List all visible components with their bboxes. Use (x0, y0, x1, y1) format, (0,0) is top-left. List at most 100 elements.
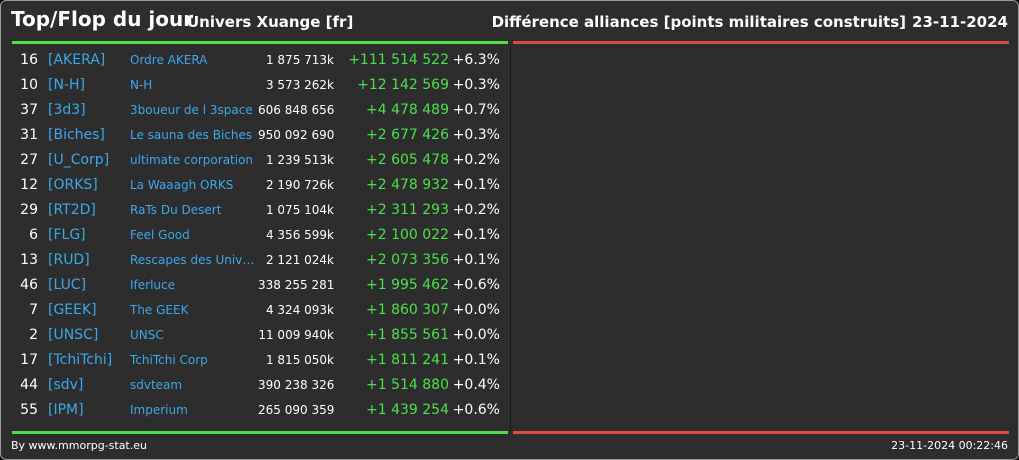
alliance-rank: 6 (29, 227, 38, 243)
table-row: 17 [TchiTchi] TchiTchi Corp 1 815 050k +1 81… (12, 348, 508, 373)
top-gainers-table: 16 [AKERA] Ordre AKERA 1 875 713k +111 514 5… (12, 48, 508, 423)
alliance-rank: 29 (20, 202, 38, 218)
page-title: Top/Flop du jour (11, 7, 194, 31)
points-difference: +1 995 462 (366, 277, 449, 293)
percent-change: +0.1% (452, 227, 500, 243)
alliance-points: 265 090 359 (258, 403, 334, 417)
alliance-tag[interactable]: [U_Corp] (48, 152, 110, 168)
table-row: 37 [3d3] 3boueur de l 3space 606 848 656 +4 … (12, 98, 508, 123)
top-gainers-divider-top (12, 41, 508, 44)
alliance-name[interactable]: Feel Good (130, 228, 190, 242)
points-difference: +1 439 254 (366, 402, 449, 418)
table-row: 6 [FLG] Feel Good 4 356 599k +2 100 022 +0.1% (12, 223, 508, 248)
table-row: 55 [IPM] Imperium 265 090 359 +1 439 254 +0.6… (12, 398, 508, 423)
alliance-points: 4 356 599k (265, 228, 334, 242)
alliance-name[interactable]: UNSC (130, 328, 164, 342)
alliance-points: 1 875 713k (265, 53, 334, 67)
table-row: 27 [U_Corp] ultimate corporation 1 239 513k… (12, 148, 508, 173)
universe-label: Univers Xuange [fr] (187, 13, 354, 31)
table-row: 13 [RUD] Rescapes des Univers 2 121 024k +2 … (12, 248, 508, 273)
points-difference: +2 311 293 (366, 202, 449, 218)
column-separator (510, 44, 511, 431)
alliance-points: 2 121 024k (265, 253, 334, 267)
alliance-name[interactable]: Imperium (130, 403, 188, 417)
alliance-points: 2 190 726k (265, 178, 334, 192)
percent-change: +0.4% (452, 377, 500, 393)
percent-change: +6.3% (452, 52, 500, 68)
points-difference: +4 478 489 (366, 102, 449, 118)
alliance-name[interactable]: La Waaagh ORKS (130, 178, 234, 192)
percent-change: +0.1% (452, 177, 500, 193)
alliance-rank: 2 (29, 327, 38, 343)
alliance-tag[interactable]: [TchiTchi] (48, 352, 113, 368)
table-row: 2 [UNSC] UNSC 11 009 940k +1 855 561 +0.0% (12, 323, 508, 348)
alliance-name[interactable]: RaTs Du Desert (130, 203, 222, 217)
credit-link[interactable]: By www.mmorpg-stat.eu (11, 439, 147, 452)
alliance-points: 1 075 104k (265, 203, 334, 217)
percent-change: +0.2% (452, 202, 500, 218)
table-row: 16 [AKERA] Ordre AKERA 1 875 713k +111 514 5… (12, 48, 508, 73)
top-losers-divider-top (513, 41, 1009, 44)
percent-change: +0.7% (452, 102, 500, 118)
table-row: 10 [N-H] N-H 3 573 262k +12 142 569 +0.3% (12, 73, 508, 98)
alliance-points: 11 009 940k (258, 328, 334, 342)
alliance-tag[interactable]: [AKERA] (48, 52, 106, 68)
alliance-tag[interactable]: [UNSC] (48, 327, 99, 343)
table-row: 31 [Biches] Le sauna des Biches 950 092 690… (12, 123, 508, 148)
alliance-name[interactable]: The GEEK (130, 303, 189, 317)
alliance-rank: 17 (20, 352, 38, 368)
percent-change: +0.3% (452, 127, 500, 143)
table-row: 44 [sdv] sdvteam 390 238 326 +1 514 880 +0.4% (12, 373, 508, 398)
alliance-points: 390 238 326 (258, 378, 334, 392)
alliance-name[interactable]: Rescapes des Univers (130, 253, 256, 267)
alliance-tag[interactable]: [3d3] (48, 102, 86, 118)
alliance-name[interactable]: Iferluce (130, 278, 175, 292)
alliance-name[interactable]: 3boueur de l 3space (130, 103, 253, 117)
points-difference: +2 100 022 (366, 227, 449, 243)
alliance-rank: 7 (29, 302, 38, 318)
table-row: 46 [LUC] Iferluce 338 255 281 +1 995 462 +0.6… (12, 273, 508, 298)
alliance-tag[interactable]: [GEEK] (48, 302, 97, 318)
alliance-name[interactable]: sdvteam (130, 378, 183, 392)
alliance-tag[interactable]: [LUC] (48, 277, 87, 293)
alliance-points: 338 255 281 (258, 278, 334, 292)
alliance-rank: 46 (20, 277, 38, 293)
alliance-rank: 16 (20, 52, 38, 68)
alliance-tag[interactable]: [sdv] (48, 377, 84, 393)
percent-change: +0.0% (452, 302, 500, 318)
alliance-rank: 55 (20, 402, 38, 418)
alliance-name[interactable]: N-H (130, 78, 153, 92)
alliance-tag[interactable]: [RUD] (48, 252, 90, 268)
points-difference: +2 677 426 (366, 127, 449, 143)
points-difference: +2 073 356 (366, 252, 449, 268)
top-gainers-divider-bottom (12, 431, 508, 434)
alliance-name[interactable]: TchiTchi Corp (130, 353, 208, 367)
alliance-tag[interactable]: [IPM] (48, 402, 84, 418)
alliance-tag[interactable]: [N-H] (48, 77, 85, 93)
alliance-name[interactable]: ultimate corporation (130, 153, 254, 167)
ranking-title: Différence alliances [points militaires … (491, 13, 906, 31)
alliance-tag[interactable]: [RT2D] (48, 202, 96, 218)
table-row: 7 [GEEK] The GEEK 4 324 093k +1 860 307 +0.0% (12, 298, 508, 323)
alliance-name[interactable]: Ordre AKERA (130, 53, 208, 67)
points-difference: +1 811 241 (366, 352, 449, 368)
percent-change: +0.6% (452, 402, 500, 418)
top-losers-divider-bottom (513, 431, 1009, 434)
alliance-rank: 44 (20, 377, 38, 393)
alliance-tag[interactable]: [FLG] (48, 227, 86, 243)
percent-change: +0.2% (452, 152, 500, 168)
alliance-rank: 12 (20, 177, 38, 193)
alliance-rank: 37 (20, 102, 38, 118)
points-difference: +12 142 569 (357, 77, 449, 93)
alliance-tag[interactable]: [ORKS] (48, 177, 98, 193)
alliance-name[interactable]: Le sauna des Biches (130, 128, 253, 142)
alliance-points: 1 815 050k (265, 353, 334, 367)
alliance-rank: 13 (20, 252, 38, 268)
points-difference: +2 605 478 (366, 152, 449, 168)
percent-change: +0.6% (452, 277, 500, 293)
alliance-tag[interactable]: [Biches] (48, 127, 105, 143)
footer-timestamp: 23-11-2024 00:22:46 (891, 439, 1008, 452)
points-difference: +1 855 561 (366, 327, 449, 343)
points-difference: +111 514 522 (348, 52, 449, 68)
